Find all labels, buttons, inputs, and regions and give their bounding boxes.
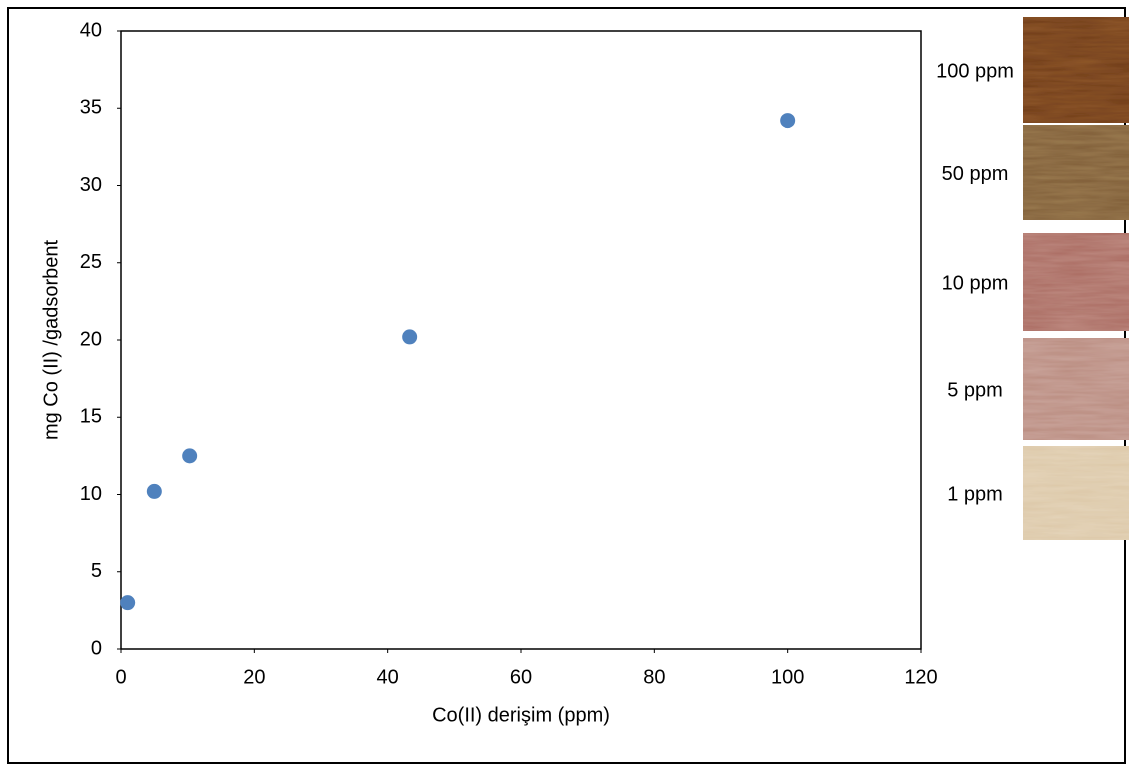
sample-label: 100 ppm	[936, 60, 1014, 82]
y-tick-label: 30	[80, 174, 102, 196]
y-tick-label: 25	[80, 251, 102, 273]
y-axis-title: mg Co (II) /gadsorbent	[40, 240, 62, 441]
x-tick-label: 100	[771, 666, 804, 688]
y-tick-label: 15	[80, 406, 102, 428]
x-tick-label: 20	[243, 666, 265, 688]
sample-swatch	[1023, 233, 1129, 331]
y-tick-label: 5	[91, 560, 102, 582]
x-tick-label: 0	[115, 666, 126, 688]
sample-swatch	[1023, 125, 1129, 220]
sample-swatch	[1023, 17, 1129, 123]
point	[402, 329, 418, 345]
sample-swatch	[1023, 446, 1129, 540]
y-tick-label: 20	[80, 328, 102, 350]
x-tick-label: 60	[510, 666, 532, 688]
point	[146, 483, 162, 499]
y-tick-label: 40	[80, 19, 102, 41]
x-tick-label: 40	[377, 666, 399, 688]
y-tick-label: 35	[80, 97, 102, 119]
plot-area	[120, 30, 922, 650]
point	[780, 113, 796, 129]
x-axis-title: Co(II) derişim (ppm)	[432, 704, 610, 726]
y-tick-label: 0	[91, 637, 102, 659]
y-tick-label: 10	[80, 483, 102, 505]
point	[120, 595, 136, 611]
sample-label: 10 ppm	[942, 272, 1009, 294]
sample-label: 50 ppm	[942, 163, 1009, 185]
sample-label: 5 ppm	[947, 379, 1003, 401]
sample-swatch	[1023, 338, 1129, 440]
x-tick-label: 80	[643, 666, 665, 688]
x-tick-label: 120	[904, 666, 937, 688]
point	[182, 448, 198, 464]
sample-label: 1 ppm	[947, 483, 1003, 505]
